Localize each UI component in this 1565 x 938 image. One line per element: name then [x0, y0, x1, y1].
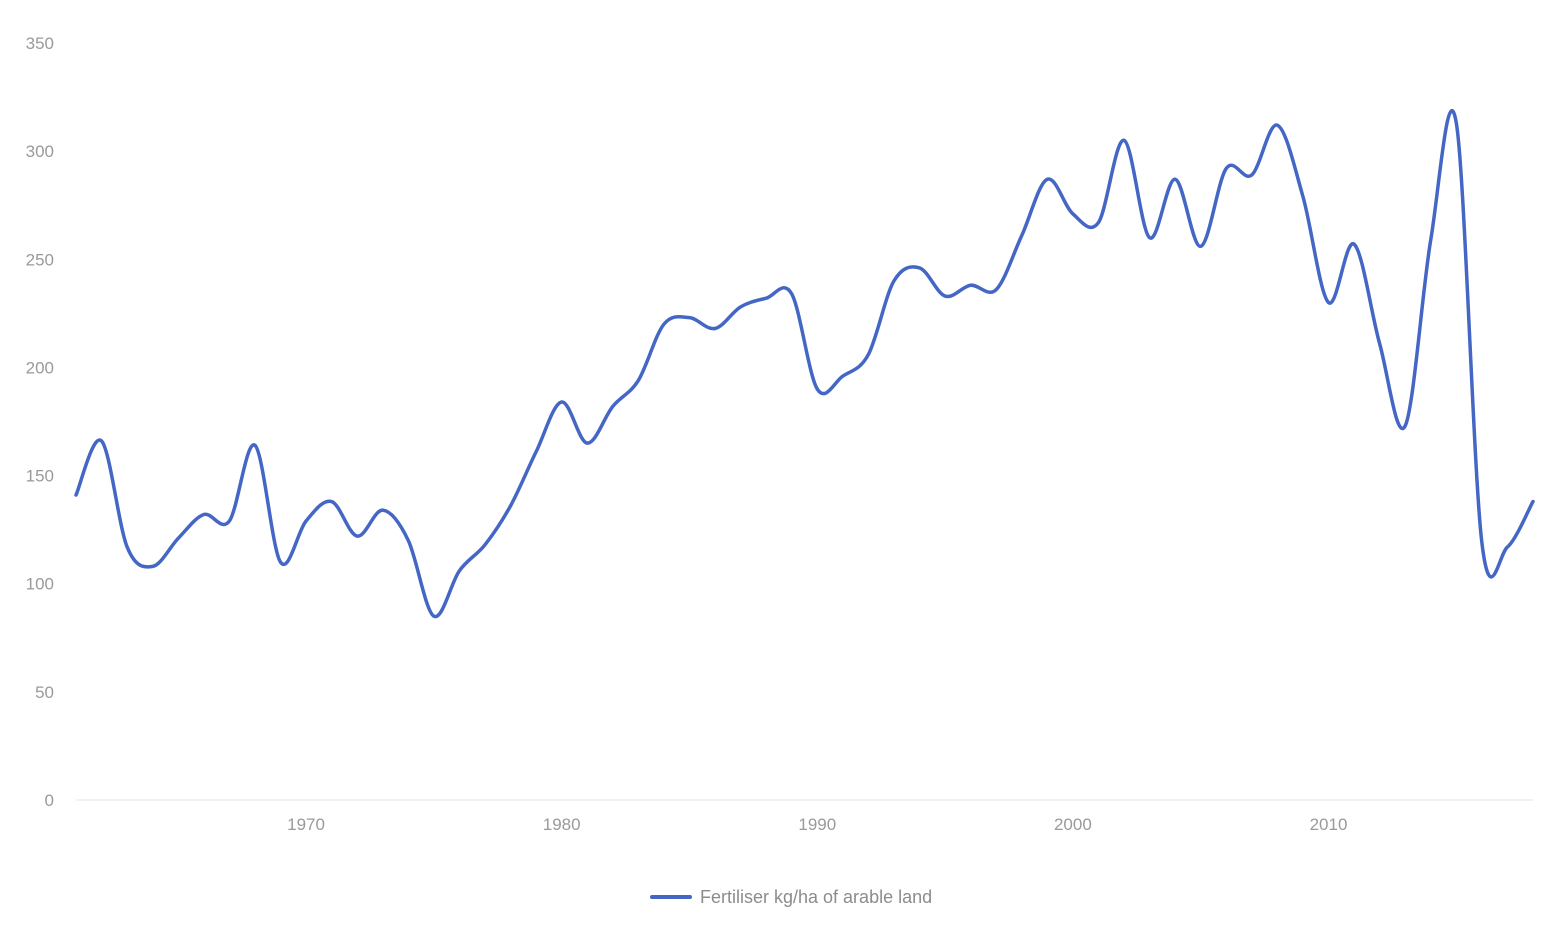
series-line[interactable]: [74, 109, 1535, 619]
x-tick-label: 1990: [798, 815, 836, 834]
x-tick-label: 2000: [1054, 815, 1092, 834]
y-tick-label: 250: [26, 250, 54, 269]
legend-label: Fertiliser kg/ha of arable land: [700, 887, 932, 907]
x-axis-labels: 1970 1980 1990 2000 2010: [287, 815, 1347, 834]
y-tick-label: 150: [26, 467, 54, 486]
series-layer: [74, 109, 1535, 619]
y-tick-label: 100: [26, 575, 54, 594]
x-tick-label: 2010: [1310, 815, 1348, 834]
y-tick-label: 0: [45, 791, 54, 810]
x-tick-label: 1970: [287, 815, 325, 834]
y-tick-label: 350: [26, 34, 54, 53]
y-tick-label: 200: [26, 358, 54, 377]
y-tick-label: 300: [26, 142, 54, 161]
legend[interactable]: Fertiliser kg/ha of arable land: [650, 887, 932, 907]
x-tick-label: 1980: [543, 815, 581, 834]
y-tick-label: 50: [35, 683, 54, 702]
y-axis-labels: 0 50 100 150 200 250 300 350: [26, 34, 54, 810]
